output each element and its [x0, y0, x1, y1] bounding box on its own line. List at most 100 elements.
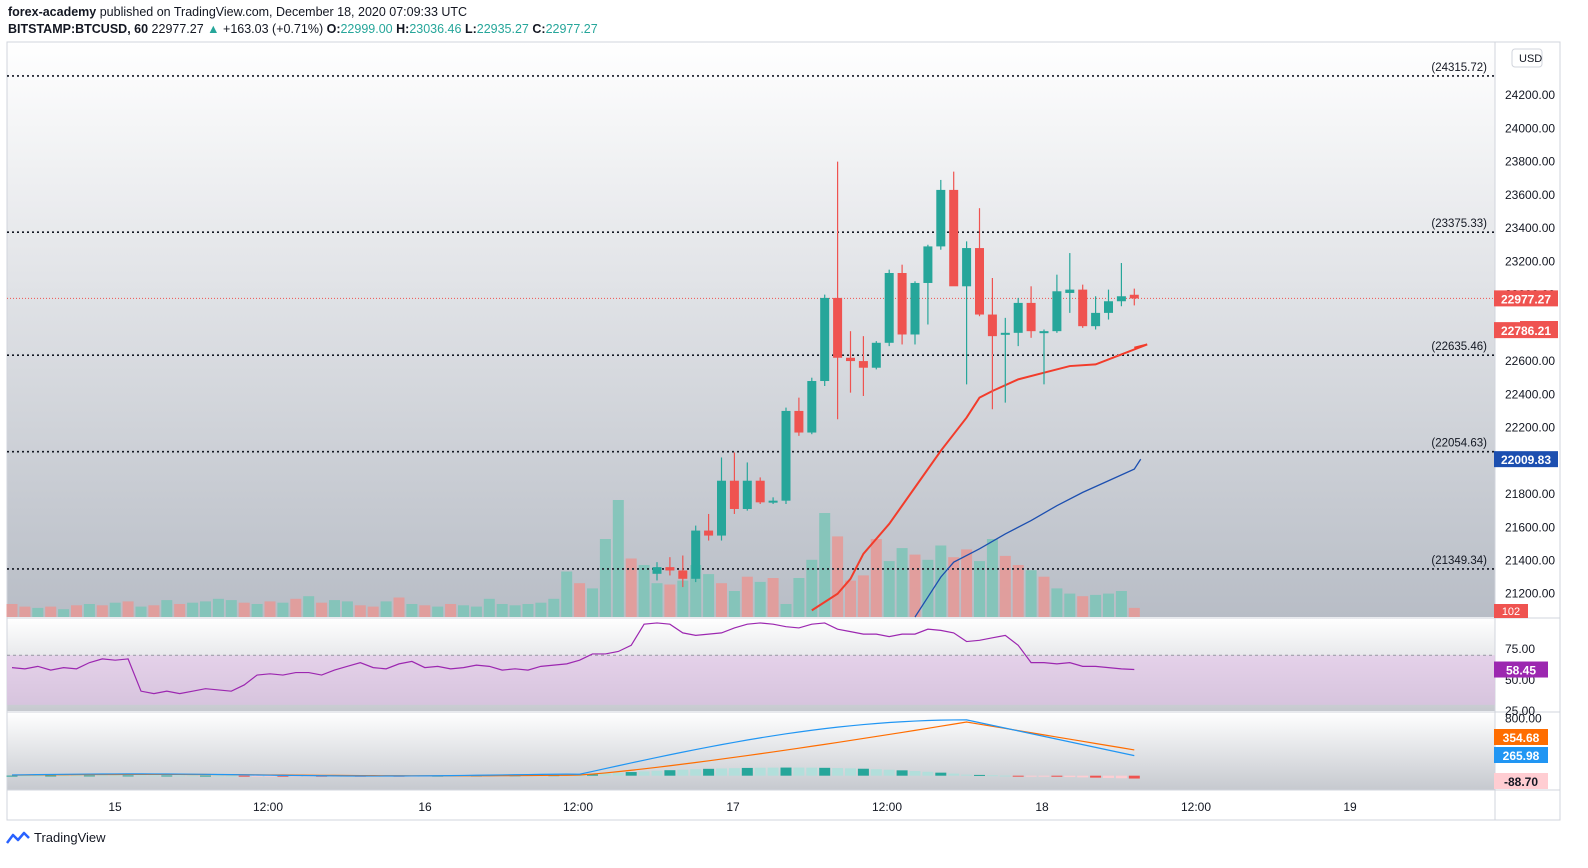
symbol-label: BITSTAMP:BTCUSD, 60 — [8, 22, 149, 36]
ema-slow-line — [914, 458, 1142, 618]
candle-body — [833, 297, 843, 358]
price-tag-label: 22977.27 — [1501, 292, 1551, 306]
level-label: (21349.34) — [1431, 555, 1487, 567]
macd-hist-bar — [999, 775, 1011, 777]
candle-body — [1052, 291, 1062, 332]
time-tick-label: 18 — [1035, 800, 1049, 814]
volume-bar — [393, 597, 405, 617]
price-tag-label: 22009.83 — [1501, 453, 1551, 467]
candle-body — [975, 248, 984, 315]
volume-bar — [45, 606, 57, 617]
volume-bar — [935, 545, 947, 617]
volume-bar — [922, 559, 934, 617]
volume-bar — [380, 601, 392, 617]
volume-bar — [212, 598, 224, 617]
volume-bar — [1115, 591, 1127, 617]
macd-hist-bar — [1090, 775, 1102, 778]
price-tick-label: 23800.00 — [1505, 155, 1555, 169]
volume-bar — [264, 601, 276, 617]
volume-bar — [354, 605, 366, 617]
time-tick-label: 17 — [726, 800, 740, 814]
candle-body — [1065, 289, 1075, 293]
macd-hist-bar — [986, 775, 998, 777]
rsi-tick-label: 25.00 — [1505, 704, 1535, 718]
time-tick-label: 12:00 — [563, 800, 593, 814]
macd-hist-bar — [703, 768, 715, 776]
candle-body — [691, 530, 701, 579]
macd-hist-bar — [587, 774, 598, 776]
footer-brand[interactable]: TradingView — [6, 830, 106, 845]
volume-bar — [651, 583, 663, 617]
volume-bar — [71, 605, 82, 617]
candle-body — [729, 480, 739, 509]
macd-hist-bar — [612, 772, 624, 776]
rsi-tag — [1494, 661, 1548, 678]
price-tick-label: 21600.00 — [1505, 520, 1555, 534]
volume-bar — [187, 602, 199, 617]
macd-hist-bar — [819, 767, 831, 776]
price-tag — [1494, 290, 1558, 307]
price-tick-label: 22400.00 — [1505, 387, 1555, 401]
rsi-tick-label: 75.00 — [1505, 642, 1535, 656]
volume-bar — [148, 605, 160, 617]
time-tick-label: 16 — [418, 800, 432, 814]
macd-hist-bar — [251, 775, 263, 777]
volume-bar — [1012, 565, 1024, 617]
macd-hist-bar — [599, 773, 611, 776]
volume-bar — [470, 606, 482, 617]
macd-hist-bar — [187, 775, 199, 777]
volume-bar — [741, 576, 753, 617]
chart-border — [6, 41, 1561, 821]
tradingview-logo-icon — [6, 831, 30, 844]
candle-body — [846, 357, 855, 362]
macd-hist-bar — [135, 775, 147, 777]
change-arrow-icon: ▲ — [207, 22, 220, 36]
candle-body — [1013, 302, 1023, 333]
candle-body — [1104, 301, 1113, 313]
macd-hist-bar — [728, 768, 740, 776]
macd-hist-bar — [780, 767, 792, 776]
volume-bar — [832, 536, 844, 617]
macd-hist-bar — [870, 769, 882, 776]
candle-body — [652, 567, 662, 574]
volume-bar — [1025, 570, 1037, 617]
ema-fast-line — [811, 343, 1148, 612]
macd-hist-bar — [148, 775, 160, 777]
macd-hist-bar — [845, 768, 856, 776]
volume-bar — [574, 583, 586, 617]
volume-bar — [445, 604, 457, 617]
volume-bar — [290, 598, 302, 617]
volume-bar — [6, 604, 18, 617]
candle-body — [1091, 312, 1101, 327]
publisher-name[interactable]: forex-academy — [8, 5, 97, 19]
publish-line: forex-academy published on TradingView.c… — [8, 5, 467, 19]
published-text: published on TradingView.com, December 1… — [99, 5, 468, 19]
macd-hist-bar — [122, 775, 134, 777]
volume-bar — [1038, 576, 1050, 617]
currency-box — [1511, 48, 1543, 68]
macd-tag — [1494, 729, 1548, 745]
volume-bar — [277, 602, 289, 617]
volume-bar — [728, 591, 740, 617]
volume-bar — [1051, 588, 1063, 617]
macd-hist-bar — [96, 775, 108, 777]
macd-hist-bar — [896, 770, 908, 776]
volume-bar — [999, 555, 1011, 617]
macd-tick-label: 800.00 — [1505, 711, 1542, 725]
volume-bar — [406, 604, 418, 617]
volume-bar — [974, 561, 985, 617]
volume-bar — [367, 606, 379, 617]
rsi-band — [7, 655, 1495, 705]
volume-bar — [1064, 593, 1076, 617]
volume-bar — [535, 602, 547, 617]
price-tick-label: 23600.00 — [1505, 188, 1555, 202]
macd-hist-bar — [961, 774, 973, 776]
candle-body — [1129, 294, 1139, 299]
volume-bar — [83, 604, 95, 617]
volume-bar — [1103, 593, 1114, 617]
time-tick-label: 15 — [108, 800, 122, 814]
volume-bar — [200, 601, 211, 617]
macd-hist-bar — [793, 767, 805, 776]
price-pane-bg — [7, 42, 1495, 617]
